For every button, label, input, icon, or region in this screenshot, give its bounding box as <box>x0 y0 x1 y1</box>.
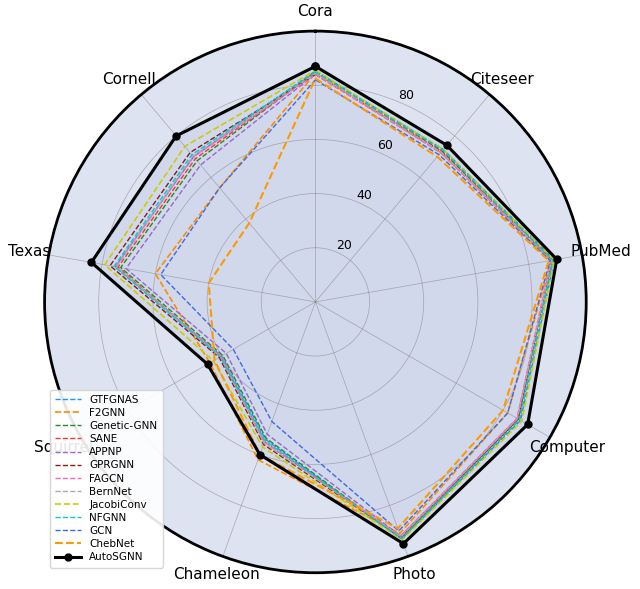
Legend: GTFGNAS, F2GNN, Genetic-GNN, SANE, APPNP, GPRGNN, FAGCN, BernNet, JacobiConv, NF: GTFGNAS, F2GNN, Genetic-GNN, SANE, APPNP… <box>50 389 163 568</box>
Polygon shape <box>92 67 557 544</box>
